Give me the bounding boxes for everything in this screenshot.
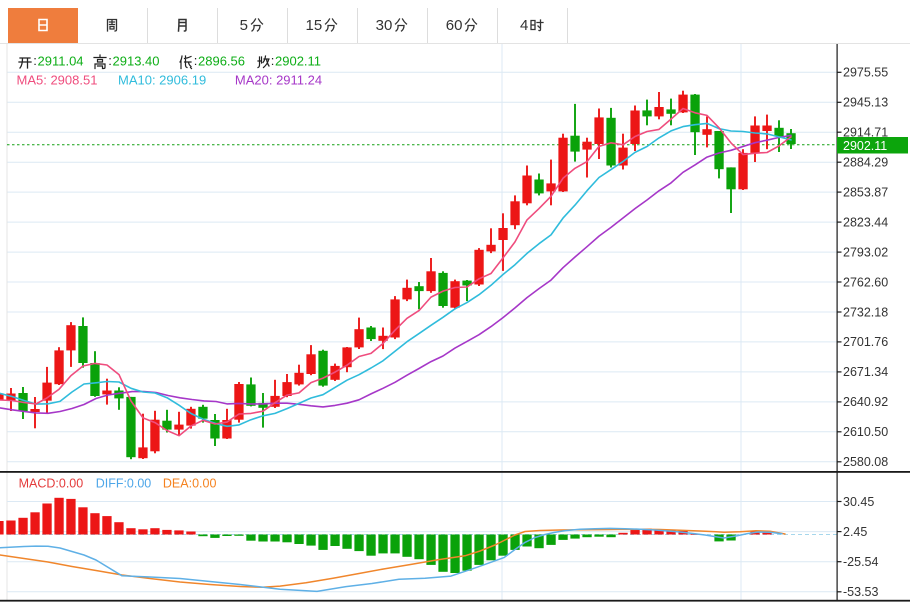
svg-text:2884.29: 2884.29 (843, 156, 888, 170)
svg-text:MACD:0.00: MACD:0.00 (19, 477, 84, 491)
svg-text:2945.13: 2945.13 (843, 96, 888, 110)
svg-text:2913.40: 2913.40 (113, 54, 160, 69)
svg-text:2762.60: 2762.60 (843, 275, 888, 289)
svg-text:DIFF:0.00: DIFF:0.00 (96, 477, 152, 491)
svg-text:2610.50: 2610.50 (843, 425, 888, 439)
svg-text::: : (271, 53, 275, 68)
svg-text:2902.11: 2902.11 (275, 54, 321, 69)
svg-text:2902.11: 2902.11 (843, 139, 887, 153)
svg-text:-25.54: -25.54 (843, 555, 878, 569)
svg-text:2701.76: 2701.76 (843, 335, 888, 349)
svg-text::: : (108, 53, 112, 68)
svg-text:2732.18: 2732.18 (843, 305, 888, 319)
svg-text:2671.34: 2671.34 (843, 365, 888, 379)
svg-text:2896.56: 2896.56 (198, 54, 245, 69)
svg-text:2911.04: 2911.04 (38, 54, 84, 69)
svg-text:-53.53: -53.53 (843, 585, 878, 599)
svg-text:2975.55: 2975.55 (843, 66, 888, 80)
svg-text:2853.87: 2853.87 (843, 185, 888, 199)
svg-text:2.45: 2.45 (843, 525, 867, 539)
svg-text:DEA:0.00: DEA:0.00 (163, 477, 217, 491)
svg-text:30.45: 30.45 (843, 495, 874, 509)
svg-text:MA20: 2911.24: MA20: 2911.24 (235, 73, 322, 88)
svg-text:2580.08: 2580.08 (843, 455, 888, 469)
svg-text::: : (33, 53, 37, 68)
svg-text:2823.44: 2823.44 (843, 215, 888, 229)
svg-text:2914.71: 2914.71 (843, 126, 888, 140)
svg-text:2793.02: 2793.02 (843, 245, 888, 259)
svg-text:2640.92: 2640.92 (843, 395, 888, 409)
svg-text:MA10: 2906.19: MA10: 2906.19 (118, 73, 206, 88)
svg-text::: : (194, 53, 198, 68)
svg-text:MA5: 2908.51: MA5: 2908.51 (17, 73, 98, 88)
